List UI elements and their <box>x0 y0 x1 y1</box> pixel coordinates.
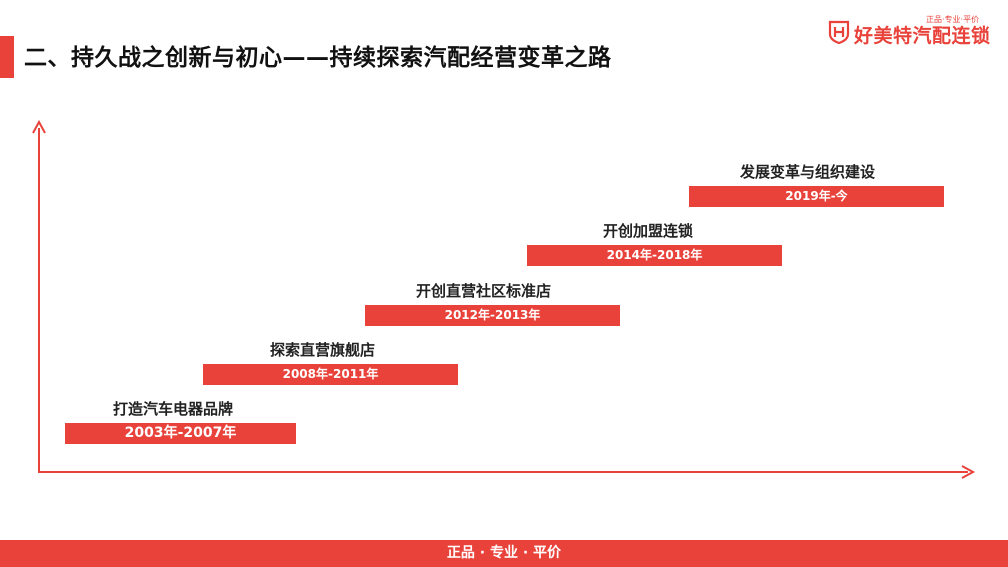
shield-icon <box>828 20 850 44</box>
stage-label: 探索直营旗舰店 <box>270 341 376 359</box>
stage-period-bar: 2012年-2013年 <box>365 305 620 326</box>
stage-period-bar: 2003年-2007年 <box>65 423 296 444</box>
x-axis-arrow <box>961 465 976 479</box>
footer-banner: 正品 · 专业 · 平价 <box>0 540 1008 567</box>
stage-period-bar: 2014年-2018年 <box>527 245 782 266</box>
logo-tagline: 正品·专业·平价 <box>926 15 980 24</box>
brand-logo: 正品·专业·平价 好美特汽配连锁 <box>828 15 998 47</box>
stage-period-bar: 2019年-今 <box>689 186 944 207</box>
stage-period-bar: 2008年-2011年 <box>203 364 458 385</box>
stage-label: 开创加盟连锁 <box>603 222 694 240</box>
stage-label: 开创直营社区标准店 <box>416 282 552 300</box>
page-title: 二、持久战之创新与初心——持续探索汽配经营变革之路 <box>24 45 612 71</box>
logo-name: 好美特汽配连锁 <box>854 25 991 47</box>
stage-label: 打造汽车电器品牌 <box>113 400 234 418</box>
stage-label: 发展变革与组织建设 <box>740 163 876 181</box>
title-accent-bar <box>0 36 14 78</box>
y-axis-arrow <box>32 119 46 134</box>
